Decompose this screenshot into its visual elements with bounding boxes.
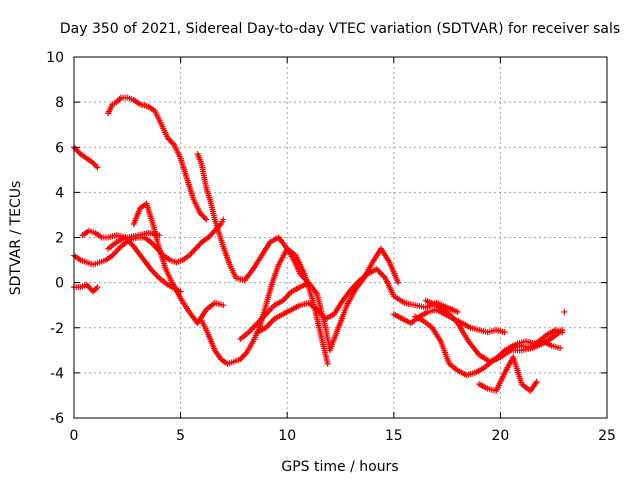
- y-tick-label: 4: [55, 185, 64, 201]
- x-tick-label: 25: [598, 428, 616, 444]
- series-arc-10: [198, 245, 331, 367]
- y-tick-label: 0: [55, 276, 64, 292]
- series-arc-14: [412, 313, 564, 379]
- data-point: [454, 308, 461, 315]
- data-point: [557, 345, 564, 352]
- data-point: [203, 216, 210, 223]
- series-arc-7: [105, 94, 210, 223]
- series-arc-9: [130, 200, 227, 327]
- series-arc-8: [194, 151, 312, 286]
- y-tick-label: 10: [46, 50, 64, 66]
- series-arc-16: [476, 354, 540, 394]
- y-tick-labels: -6 -4 -2 0 2 4 6 8 10: [46, 50, 64, 427]
- data-point: [559, 329, 566, 336]
- series-arc-3: [71, 281, 101, 295]
- data-point: [533, 378, 540, 385]
- axis-ticks: [73, 56, 608, 419]
- data-series: [71, 94, 568, 394]
- y-tick-label: 8: [55, 95, 64, 111]
- series-arc-17: [493, 327, 566, 363]
- data-point: [94, 284, 101, 291]
- series-arc-1: [71, 144, 101, 171]
- x-tick-labels: 0 5 10 15 20 25: [70, 428, 616, 444]
- series-arc-2: [71, 252, 116, 268]
- series-arc-12: [254, 266, 461, 336]
- x-tick-label: 0: [70, 428, 79, 444]
- data-point: [169, 140, 176, 147]
- data-point: [242, 350, 249, 357]
- y-tick-label: -2: [50, 321, 64, 337]
- y-tick-label: -4: [50, 366, 64, 382]
- x-tick-label: 5: [176, 428, 185, 444]
- x-axis-label: GPS time / hours: [281, 459, 398, 475]
- y-tick-label: 2: [55, 231, 64, 247]
- x-tick-label: 15: [385, 428, 403, 444]
- data-point: [561, 308, 568, 315]
- y-tick-label: -6: [50, 411, 64, 427]
- y-tick-label: 6: [55, 140, 64, 156]
- series-arc-6: [105, 234, 184, 295]
- x-tick-label: 20: [491, 428, 509, 444]
- data-point: [395, 279, 402, 286]
- x-tick-label: 10: [278, 428, 296, 444]
- data-point: [201, 215, 208, 222]
- chart-title: Day 350 of 2021, Sidereal Day-to-day VTE…: [60, 21, 620, 37]
- series-arc-18: [561, 308, 568, 315]
- series-arc-4: [79, 227, 163, 241]
- data-point: [501, 329, 508, 336]
- data-point: [94, 164, 101, 171]
- data-point: [324, 360, 331, 367]
- data-point: [220, 302, 227, 309]
- data-point: [220, 216, 227, 223]
- y-axis-label: SDTVAR / TECUs: [8, 181, 24, 296]
